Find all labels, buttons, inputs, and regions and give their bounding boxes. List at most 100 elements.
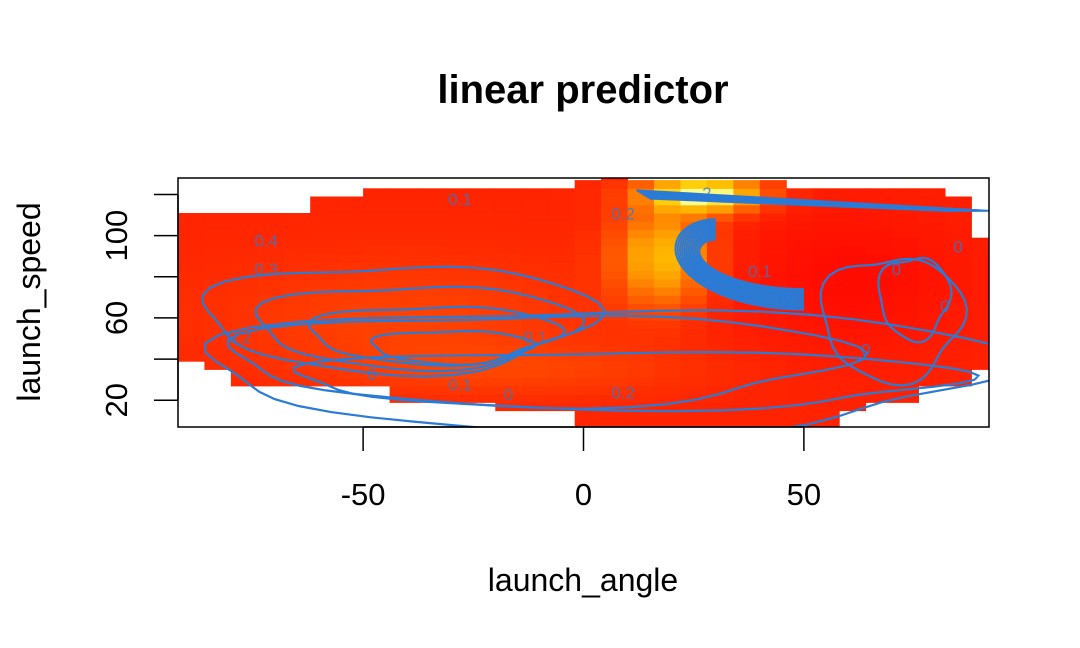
heatmap-cell [363,328,391,337]
heatmap-cell [230,361,258,370]
heatmap-cell [548,352,576,362]
heatmap-cell [495,221,523,230]
heatmap-cell [548,344,576,354]
heatmap-cell [706,336,734,346]
heatmap-cell [574,204,602,214]
heatmap-cell [654,295,681,305]
heatmap-cell [230,320,258,329]
heatmap-cell [786,320,814,329]
heatmap-cell [759,361,787,370]
heatmap-cell [521,361,549,370]
heatmap-cell [548,320,576,329]
heatmap-cell [442,213,470,222]
heatmap-cell [178,320,205,329]
heatmap-cell [204,361,232,370]
heatmap-cell [495,303,523,313]
heatmap-cell [574,394,602,403]
heatmap-cell [865,328,893,337]
heatmap-cell [706,262,734,272]
heatmap-cell [574,418,602,427]
heatmap-cell [363,237,391,247]
heatmap-cell [786,254,814,263]
contour-lines [201,189,989,427]
contour-line [678,221,804,307]
heatmap-cell [521,295,549,305]
heatmap-cell [733,237,761,247]
heatmap-cell [839,204,867,214]
heatmap-cell [918,369,946,379]
heatmap-cell [230,287,258,296]
heatmap-cell [786,344,814,354]
heatmap-cell [601,188,629,198]
heatmap-cell [178,311,205,321]
heatmap-cell [839,377,867,387]
heatmap-cell [521,336,549,346]
heatmap-cell [178,303,205,313]
heatmap-cell [627,385,655,395]
heatmap-cell [892,237,919,247]
heatmap-cell [759,344,787,354]
heatmap-cell [680,344,708,354]
heatmap-cell [812,213,840,222]
heatmap-cell [204,229,232,239]
heatmap-cell [839,237,867,247]
heatmap-cell [680,361,708,370]
heatmap-cell [680,336,708,346]
heatmap-cell [918,196,946,206]
heatmap-cell [601,196,629,206]
y-tick-label: 60 [99,301,134,335]
heatmap-cell [548,385,576,395]
heatmap-cell [389,361,417,370]
heatmap-cell [336,328,364,337]
heatmap-cell [548,278,576,288]
heatmap-cell [178,213,205,222]
heatmap-cell [336,295,364,305]
heatmap-cell [389,278,417,288]
heatmap-cell [416,278,443,288]
heatmap-cell [812,410,840,420]
heatmap-cell [389,385,417,395]
heatmap-cell [812,303,840,313]
heatmap-cell [601,178,629,181]
heatmap-cell [812,245,840,255]
heatmap-cell [521,320,549,329]
heatmap-cell [257,221,285,230]
heatmap-cell [865,377,893,387]
contour-label: 0.3 [254,260,278,279]
heatmap-cell [548,361,576,370]
heatmap-cell [416,221,443,230]
heatmap-cell [786,204,814,214]
heatmap-cell [574,229,602,239]
heatmap-cell [336,237,364,247]
heatmap-cell [706,361,734,370]
heatmap-cell [389,213,417,222]
heatmap-cell [627,352,655,362]
heatmap-cell [680,410,708,420]
heatmap-cell [336,262,364,272]
heatmap-cell [654,237,681,247]
heatmap-cell [389,262,417,272]
heatmap-cell [786,237,814,247]
heatmap-cell [336,320,364,329]
contour-label: 0.4 [254,231,278,250]
contour-label: 0 [953,237,962,256]
heatmap-cell [733,229,761,239]
heatmap-cell [548,213,576,222]
heatmap-cell [601,361,629,370]
heatmap-cell [468,344,496,354]
heatmap-cell [468,188,496,198]
contour-label: 0.2 [611,204,635,223]
heatmap-cell [521,369,549,379]
heatmap-cell [971,254,989,263]
heatmap-cell [548,377,576,387]
heatmap-cell [786,221,814,230]
heatmap-cell [944,352,972,362]
contour-line [685,227,804,302]
heatmap-cell [892,262,919,272]
heatmap-cell [363,295,391,305]
y-tick-label: 100 [99,210,134,262]
heatmap-cell [363,213,391,222]
heatmap-cell [918,278,946,288]
heatmap-cell [574,344,602,354]
heatmap-cell [944,245,972,255]
